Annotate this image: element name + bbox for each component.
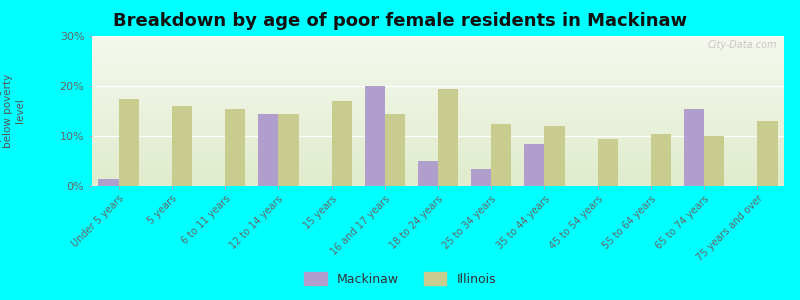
Text: City-Data.com: City-Data.com [707,40,777,50]
Bar [524,143,545,186]
Bar [98,178,118,186]
Bar [258,113,278,186]
Bar [118,98,139,186]
Bar [331,101,352,186]
Bar [385,113,405,186]
Bar [172,106,192,186]
Legend: Mackinaw, Illinois: Mackinaw, Illinois [299,267,501,291]
Bar [545,126,565,186]
Bar [278,113,298,186]
Text: Breakdown by age of poor female residents in Mackinaw: Breakdown by age of poor female resident… [113,12,687,30]
Bar [225,109,246,186]
Bar [418,161,438,186]
Bar [471,169,491,186]
Text: percentage
below poverty
level: percentage below poverty level [0,74,25,148]
Bar [491,124,511,186]
Bar [365,86,385,186]
Bar [438,88,458,186]
Bar [651,134,671,186]
Bar [684,109,704,186]
Bar [704,136,724,186]
Bar [758,121,778,186]
Bar [598,139,618,186]
